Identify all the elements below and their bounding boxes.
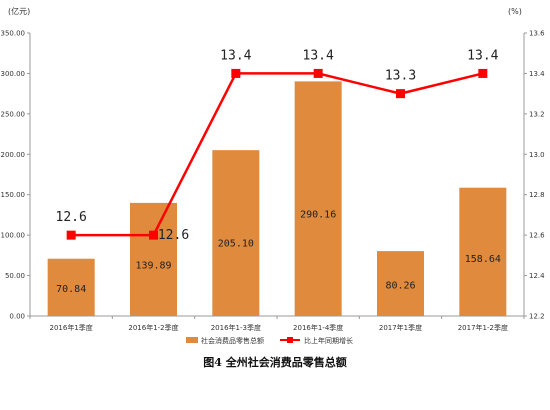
bar-value-label: 80.26 [385,281,415,292]
category-label: 2016年1-3季度 [211,323,261,332]
chart-title: 图4 全州社会消费品零售总额 [203,355,346,369]
growth-point-marker [313,68,323,78]
growth-value-label: 13.4 [303,48,334,63]
bar [212,150,260,316]
bar [377,251,424,316]
category-labels: 2016年1季度 2016年1-2季度 2016年1-3季度 2016年1-4季度 20… [29,316,525,332]
legend: 社会消费品零售总额 比上年同期增长 [186,336,353,345]
growth-value-label: 13.4 [467,48,498,63]
right-tick-label: 13.2 [529,110,545,118]
legend-bar-label: 社会消费品零售总额 [201,336,264,345]
bar-value-labels: 70.84 139.89 205.10 290.16 80.26 158.64 [56,209,501,294]
growth-value-label: 13.3 [385,69,416,84]
bar-series [47,81,507,316]
right-axis-unit: (%) [508,7,522,16]
bar-value-label: 158.64 [465,254,501,265]
bar-value-label: 205.10 [218,238,254,249]
growth-point-marker [396,89,405,99]
category-label: 2017年1-2季度 [458,323,508,332]
bar [294,81,342,316]
growth-value-label: 12.6 [158,228,189,243]
left-tick-label: 300.00 [1,70,26,78]
growth-value-label: 12.6 [56,210,87,225]
right-tick-label: 13.6 [529,30,545,38]
right-tick-label: 13.4 [529,70,545,78]
right-axis-ticks: 12.2 12.4 12.6 12.8 13.0 13.2 13.4 13.6 [524,30,545,321]
bar [459,187,507,316]
bar [47,258,95,316]
left-tick-label: 100.00 [1,232,26,240]
legend-line-marker [287,337,293,343]
growth-value-labels: 12.6 12.6 13.4 13.4 13.3 13.4 [56,48,499,243]
left-tick-label: 250.00 [1,110,26,118]
growth-point-marker [231,68,241,78]
bar-value-label: 139.89 [135,260,171,271]
left-tick-label: 0.00 [9,313,25,321]
left-axis-unit: (亿元) [8,6,30,16]
category-label: 2016年1-4季度 [293,323,343,332]
growth-value-label: 13.4 [220,48,251,63]
right-tick-label: 12.8 [529,191,545,199]
right-tick-label: 13.0 [529,151,545,159]
bar [130,202,177,316]
left-axis-ticks: 0.00 50.00 100.00 150.00 200.00 250.00 300.00 3… [1,30,30,321]
legend-bar-swatch [186,337,198,343]
legend-line-label: 比上年同期增长 [304,336,353,345]
bar-value-label: 290.16 [300,209,336,220]
left-tick-label: 200.00 [1,151,26,159]
right-tick-label: 12.2 [529,313,545,321]
bar-value-label: 70.84 [56,284,86,295]
left-tick-label: 350.00 [1,30,26,38]
left-tick-label: 50.00 [5,272,25,280]
growth-point-marker [66,230,76,240]
category-label: 2016年1季度 [50,323,93,332]
growth-line [71,72,484,237]
category-label: 2016年1-2季度 [128,323,178,332]
growth-point-marker [478,68,488,78]
left-tick-label: 150.00 [1,191,26,199]
right-tick-label: 12.6 [529,232,545,240]
growth-point-marker [149,230,158,240]
category-label: 2017年1季度 [379,323,422,332]
growth-line-series [66,68,488,240]
right-tick-label: 12.4 [529,272,545,280]
